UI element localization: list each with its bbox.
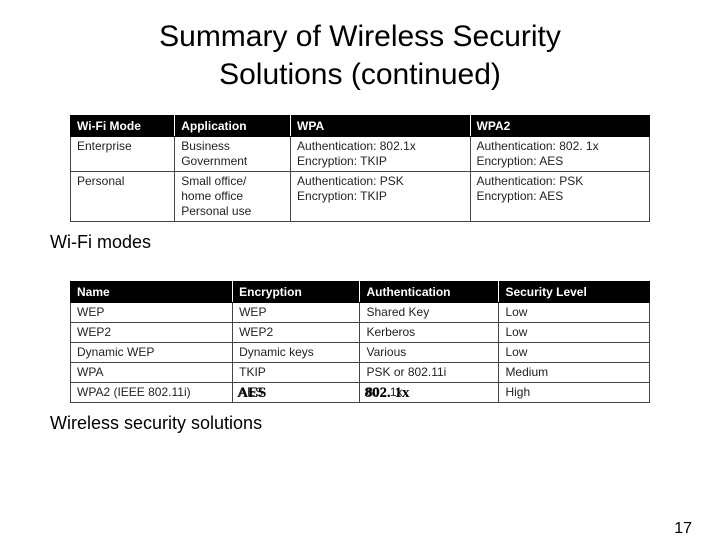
title-line-2: Solutions (continued) (219, 58, 501, 91)
cell: PSK or 802.11i (360, 363, 499, 383)
cell: Personal (71, 172, 175, 222)
cell: 802.1x 802. 1x (360, 383, 499, 403)
cell: Dynamic keys (233, 343, 360, 363)
table-row: WEP WEP Shared Key Low (71, 303, 650, 323)
cell: Authentication: PSKEncryption: AES (470, 172, 650, 222)
col-header: WPA (291, 116, 470, 137)
security-solutions-table-block: Name Encryption Authentication Security … (70, 281, 650, 403)
cell: Enterprise (71, 137, 175, 172)
wifi-modes-table-block: Wi-Fi Mode Application WPA WPA2 Enterpri… (70, 115, 650, 222)
cell: Authentication: 802.1xEncryption: TKIP (291, 137, 470, 172)
col-header: Name (71, 282, 233, 303)
table-row: Enterprise BusinessGovernment Authentica… (71, 137, 650, 172)
cell: TKIP (233, 363, 360, 383)
col-header: Authentication (360, 282, 499, 303)
cell: WPA2 (IEEE 802.11i) (71, 383, 233, 403)
cell: Dynamic WEP (71, 343, 233, 363)
cell: Kerberos (360, 323, 499, 343)
col-header: Security Level (499, 282, 650, 303)
overlay-text-auth: 802. 1x (364, 384, 409, 403)
cell: Low (499, 343, 650, 363)
table-header-row: Name Encryption Authentication Security … (71, 282, 650, 303)
table-row: WEP2 WEP2 Kerberos Low (71, 323, 650, 343)
col-header: WPA2 (470, 116, 650, 137)
col-header: Wi-Fi Mode (71, 116, 175, 137)
slide-title: Summary of Wireless Security Solutions (… (0, 18, 720, 93)
table-row: Personal Small office/home officePersona… (71, 172, 650, 222)
cell: Low (499, 303, 650, 323)
overlay-text-encryption: AES (237, 384, 266, 403)
table-row: Dynamic WEP Dynamic keys Various Low (71, 343, 650, 363)
table-row: WPA TKIP PSK or 802.11i Medium (71, 363, 650, 383)
cell: Authentication: 802. 1xEncryption: AES (470, 137, 650, 172)
cell: WEP (71, 303, 233, 323)
page-number: 17 (674, 520, 692, 538)
col-header: Application (175, 116, 291, 137)
wifi-modes-table: Wi-Fi Mode Application WPA WPA2 Enterpri… (70, 115, 650, 222)
cell: BusinessGovernment (175, 137, 291, 172)
table-row: WPA2 (IEEE 802.11i) AES AES 802.1x 802. … (71, 383, 650, 403)
cell: Shared Key (360, 303, 499, 323)
cell: Small office/home officePersonal use (175, 172, 291, 222)
wifi-modes-caption: Wi-Fi modes (50, 232, 720, 253)
cell: WEP2 (233, 323, 360, 343)
security-solutions-table: Name Encryption Authentication Security … (70, 281, 650, 403)
title-line-1: Summary of Wireless Security (159, 20, 561, 53)
cell: WEP2 (71, 323, 233, 343)
cell: WPA (71, 363, 233, 383)
cell: WEP (233, 303, 360, 323)
cell: Various (360, 343, 499, 363)
cell: Low (499, 323, 650, 343)
col-header: Encryption (233, 282, 360, 303)
security-solutions-caption: Wireless security solutions (50, 413, 720, 434)
cell: Authentication: PSKEncryption: TKIP (291, 172, 470, 222)
cell: High (499, 383, 650, 403)
cell: Medium (499, 363, 650, 383)
cell: AES AES (233, 383, 360, 403)
table-header-row: Wi-Fi Mode Application WPA WPA2 (71, 116, 650, 137)
slide: Summary of Wireless Security Solutions (… (0, 18, 720, 558)
